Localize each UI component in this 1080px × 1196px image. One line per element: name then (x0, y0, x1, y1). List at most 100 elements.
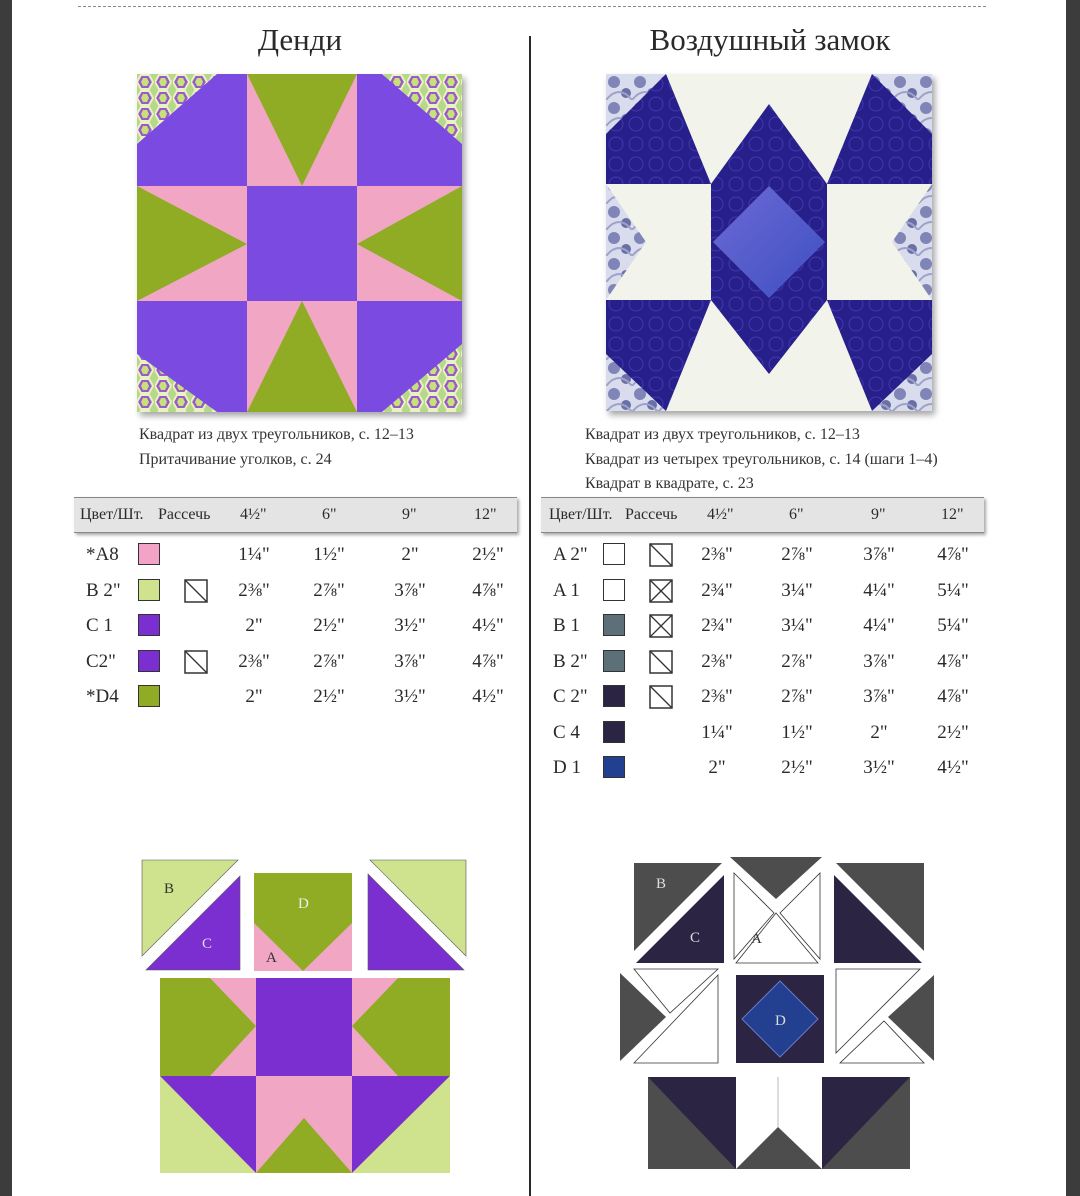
half-cut-icon (649, 649, 673, 674)
size-value: 5¼" (937, 579, 969, 601)
color-swatch (603, 756, 625, 778)
header-size: 4½" (240, 506, 267, 523)
diagram-label: D (298, 896, 309, 912)
reference-line: Квадрат из четырех треугольников, с. 14 … (585, 451, 938, 468)
size-value: 2⅞" (313, 650, 345, 672)
header-color-count: Цвет/Шт. (80, 506, 144, 523)
size-value: 2⅞" (781, 650, 813, 672)
row-label: A 1 (553, 579, 580, 601)
size-value: 3⅞" (863, 650, 895, 672)
half-cut-icon (649, 685, 673, 709)
table-row: B 1 2¾" 3¼" 4¼" 5¼" (541, 612, 981, 642)
size-value: 2⅞" (313, 579, 345, 601)
header-size: 9" (871, 506, 886, 523)
size-value: 3⅞" (394, 650, 426, 672)
color-swatch (603, 614, 625, 636)
table-row: C 1 2" 2½" 3½" 4½" (74, 612, 514, 642)
size-value: 1¼" (701, 721, 733, 743)
color-swatch (138, 578, 160, 601)
size-value: 2⅜" (701, 686, 733, 707)
size-value: 2¾" (701, 579, 733, 601)
table-row: *D4 2" 2½" 3½" 4½" (74, 683, 514, 713)
color-swatch (603, 720, 625, 743)
size-value: 2½" (472, 544, 504, 565)
half-cut-icon (184, 649, 208, 674)
diagram-label: A (266, 950, 277, 966)
size-value: 2⅜" (238, 579, 270, 601)
dandy-assembly-diagram: B C D A (141, 859, 467, 1173)
size-value: 2½" (937, 721, 969, 743)
size-value: 2½" (313, 686, 345, 707)
row-label: C2" (86, 650, 116, 672)
castle-assembly-diagram: B C A D (620, 857, 934, 1169)
size-value: 3¼" (781, 615, 813, 636)
reference-line: Квадрат в квадрате, с. 23 (585, 475, 754, 492)
header-size: 9" (402, 506, 417, 523)
color-swatch (603, 649, 625, 672)
diagram-label: B (656, 876, 666, 892)
size-value: 3⅞" (863, 544, 895, 565)
top-dashed-line (78, 6, 986, 7)
size-value: 4½" (937, 757, 969, 778)
size-value: 1¼" (238, 544, 270, 565)
block-title-dandy: Денди (257, 22, 343, 57)
dandy-block-photo (137, 74, 462, 412)
color-swatch (138, 614, 160, 636)
size-value: 4¼" (863, 579, 895, 601)
header-size: 6" (789, 506, 804, 523)
column-divider (529, 36, 531, 1196)
header-color-count: Цвет/Шт. (549, 506, 613, 523)
table-row: C 4 1¼" 1½" 2" 2½" (541, 719, 981, 749)
size-value: 2½" (781, 757, 813, 778)
cutting-table-header: Цвет/Шт. Рассечь 4½" 6" 9" 12" (541, 497, 984, 533)
size-value: 2" (245, 686, 263, 707)
size-value: 2⅜" (238, 650, 270, 672)
size-value: 2¾" (701, 615, 733, 636)
size-value: 4⅞" (472, 579, 504, 601)
row-label: C 4 (553, 721, 580, 743)
size-value: 4¼" (863, 615, 895, 636)
diagram-label: A (751, 931, 762, 947)
table-row: B 2" 2⅜" 2⅞" 3⅞" 4⅞" (541, 648, 981, 678)
table-row: B 2" 2⅜" 2⅞" 3⅞" 4⅞" (74, 577, 514, 607)
row-label: *D4 (86, 686, 119, 707)
color-swatch (138, 649, 160, 672)
table-row: A 2" 2⅜" 2⅞" 3⅞" 4⅞" (541, 541, 981, 571)
half-cut-icon (649, 543, 673, 567)
diagram-label: B (164, 881, 174, 897)
size-value: 3½" (863, 757, 895, 778)
diagram-label: C (690, 930, 700, 946)
cutting-table-header: Цвет/Шт. Рассечь 4½" 6" 9" 12" (74, 497, 517, 533)
table-row: *A8 1¼" 1½" 2" 2½" (74, 541, 514, 571)
color-swatch (138, 543, 160, 565)
reference-line: Квадрат из двух треугольников, с. 12–13 (139, 426, 414, 443)
row-label: A 2" (553, 544, 588, 565)
left-frame (0, 0, 12, 1196)
table-row: C 2" 2⅜" 2⅞" 3⅞" 4⅞" (541, 683, 981, 713)
header-size: 12" (474, 506, 497, 523)
size-value: 4½" (472, 615, 504, 636)
header-size: 12" (941, 506, 964, 523)
color-swatch (603, 578, 625, 601)
size-value: 1½" (313, 544, 345, 565)
size-value: 2⅜" (701, 650, 733, 672)
row-label: C 1 (86, 615, 113, 636)
row-label: *A8 (86, 544, 119, 565)
size-value: 4⅞" (937, 544, 969, 565)
size-value: 4⅞" (472, 650, 504, 672)
size-value: 2⅞" (781, 686, 813, 707)
size-value: 2" (245, 615, 263, 636)
size-value: 3½" (394, 686, 426, 707)
size-value: 2½" (313, 615, 345, 636)
block-title-castle: Воздушный замок (649, 22, 891, 57)
row-label: C 2" (553, 686, 588, 707)
row-label: B 2" (86, 579, 121, 601)
right-frame (1066, 0, 1080, 1196)
size-value: 2⅜" (701, 544, 733, 565)
header-size: 6" (322, 506, 337, 523)
size-value: 3⅞" (863, 686, 895, 707)
castle-block-photo (606, 74, 932, 411)
table-row: A 1 2¾" 3¼" 4¼" 5¼" (541, 577, 981, 607)
size-value: 5¼" (937, 615, 969, 636)
header-cut: Рассечь (158, 506, 211, 523)
